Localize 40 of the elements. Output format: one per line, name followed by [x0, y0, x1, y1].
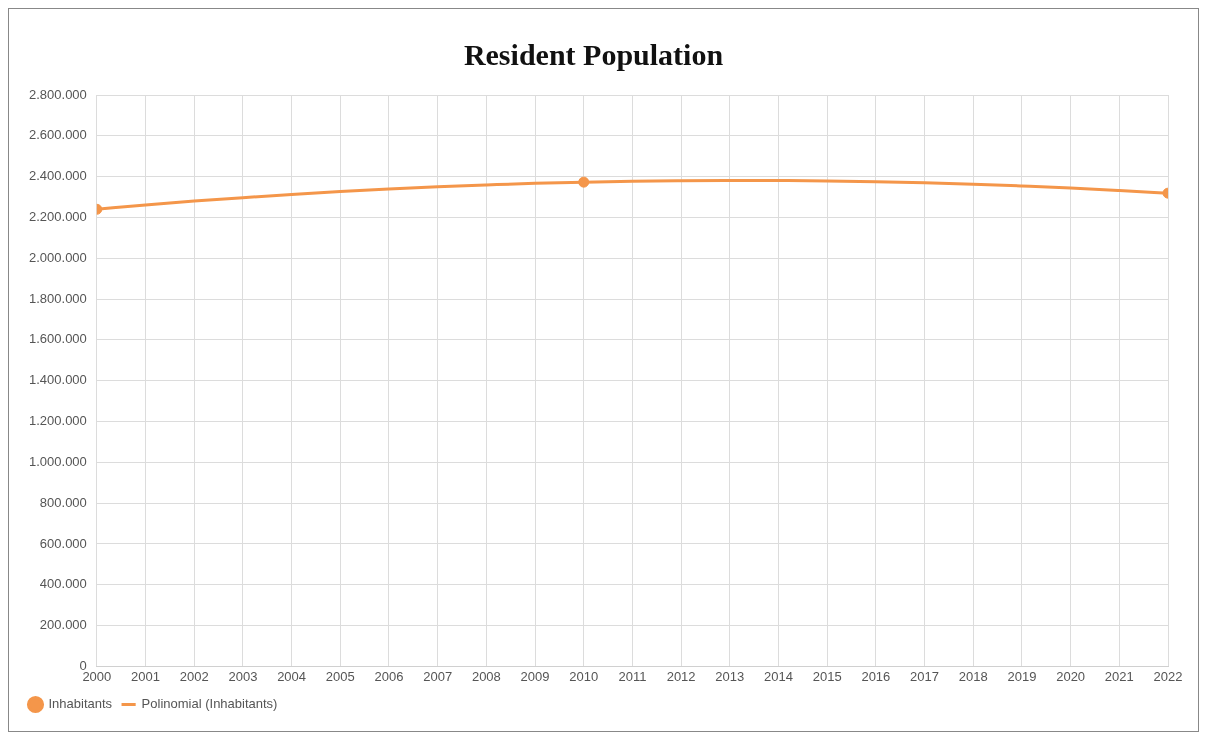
y-tick-label: 2.800.000 [28, 86, 87, 102]
x-tick-label: 2010 [569, 668, 599, 684]
x-tick-label: 2019 [1007, 668, 1037, 684]
y-tick-label: 200.000 [39, 617, 87, 633]
x-tick-label: 2008 [471, 668, 501, 684]
y-tick-label: 2.400.000 [28, 168, 87, 184]
x-tick-label: 2022 [1153, 668, 1183, 684]
legend-label: Polinomial (Inhabitants) [141, 696, 278, 712]
x-tick-label: 2021 [1104, 668, 1134, 684]
x-tick-label: 2020 [1056, 668, 1086, 684]
y-tick-label: 2.000.000 [28, 249, 87, 265]
y-tick-label: 1.000.000 [28, 453, 87, 469]
x-tick-label: 2005 [325, 668, 355, 684]
y-tick-label: 400.000 [39, 576, 87, 592]
y-tick-label: 1.800.000 [28, 290, 87, 306]
x-tick-label: 2003 [228, 668, 258, 684]
x-tick-label: 2009 [520, 668, 550, 684]
x-tick-label: 2001 [131, 668, 160, 684]
chart-title: Resident Population [463, 37, 724, 71]
y-tick-label: 800.000 [39, 494, 87, 510]
x-tick-label: 2013 [715, 668, 745, 684]
y-tick-label: 1.200.000 [28, 413, 87, 429]
x-tick-label: 2015 [812, 668, 842, 684]
y-tick-label: 2.600.000 [28, 127, 87, 143]
y-tick-label: 2.200.000 [28, 209, 87, 225]
y-tick-label: 1.400.000 [28, 372, 87, 388]
y-tick-label: 1.600.000 [28, 331, 87, 347]
x-tick-label: 2017 [910, 668, 940, 684]
x-tick-label: 2014 [764, 668, 793, 684]
x-tick-label: 2006 [374, 668, 404, 684]
x-tick-label: 2018 [958, 668, 988, 684]
y-tick-label: 0 [79, 657, 87, 673]
x-tick-label: 2016 [861, 668, 891, 684]
x-tick-label: 2007 [423, 668, 453, 684]
y-tick-label: 600.000 [39, 535, 87, 551]
x-tick-label: 2011 [618, 668, 647, 684]
x-tick-label: 2002 [179, 668, 209, 684]
x-tick-label: 2004 [277, 668, 307, 684]
x-tick-label: 2012 [666, 668, 696, 684]
legend-label: Inhabitants [48, 696, 113, 712]
